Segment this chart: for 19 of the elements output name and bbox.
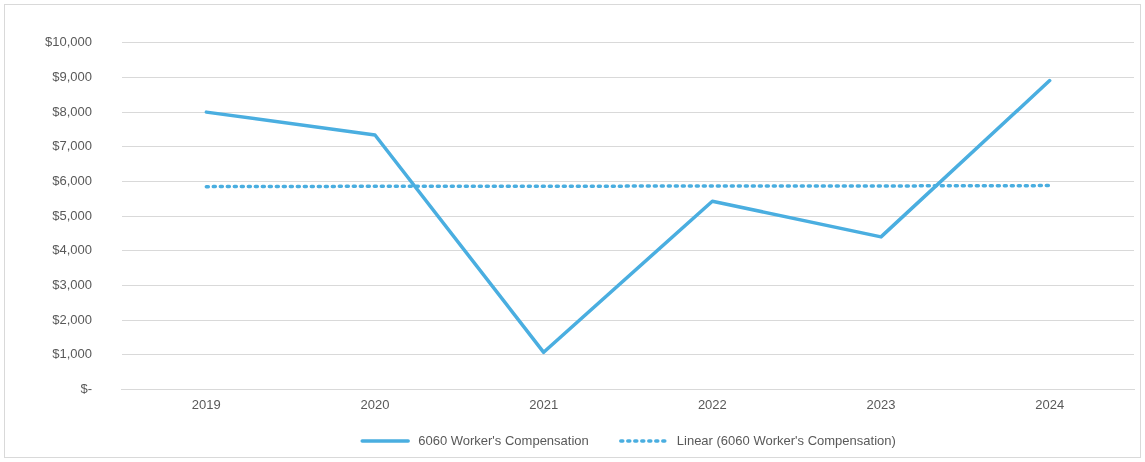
x-tick-label: 2019 — [191, 396, 221, 412]
y-tick-label: $4,000 — [52, 242, 92, 258]
y-tick-label: $10,000 — [44, 34, 92, 50]
y-tick-label: $3,000 — [52, 277, 92, 292]
x-tick-label: 2024 — [1035, 396, 1065, 412]
y-tick-label: $2,000 — [52, 311, 92, 327]
x-tick-label: 2023 — [866, 396, 896, 412]
y-tick-label: $1,000 — [52, 346, 92, 362]
y-tick-label: $8,000 — [52, 103, 92, 119]
y-tick-label: $9,000 — [52, 69, 92, 85]
x-tick-label: 2021 — [529, 396, 559, 412]
legend-label: Linear (6060 Worker's Compensation) — [676, 432, 896, 448]
x-tick-label: 2020 — [360, 396, 390, 412]
y-tick-label: $5,000 — [52, 207, 92, 223]
y-tick-label: $- — [80, 380, 92, 396]
y-tick-label: $7,000 — [52, 138, 92, 154]
x-tick-label: 2022 — [697, 396, 727, 412]
y-tick-label: $6,000 — [52, 173, 92, 189]
legend-label: 6060 Worker's Compensation — [418, 432, 589, 448]
